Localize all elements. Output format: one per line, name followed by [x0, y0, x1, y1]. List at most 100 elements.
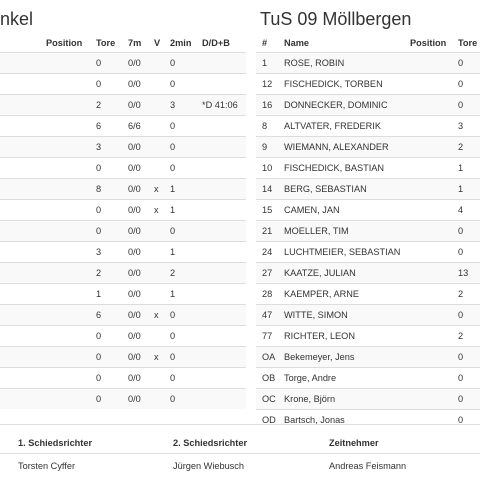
cell-goals: 0	[90, 367, 122, 389]
column-header-warning: V	[154, 38, 161, 48]
cell-goals: 0	[452, 388, 480, 410]
column-header-7m: 7m	[128, 38, 142, 48]
cell-sevenm: 0/0	[122, 388, 148, 409]
timekeeper-name: Andreas Feismann	[329, 461, 407, 471]
away-player-row: 47 WITTE, SIMON 0	[256, 304, 480, 326]
cell-name: CAMEN, JAN	[278, 199, 404, 221]
referee2-name: Jürgen Wiebusch	[173, 461, 244, 471]
away-player-row: 10 FISCHEDICK, BASTIAN 1	[256, 157, 480, 179]
cell-goals: 0	[452, 241, 480, 263]
cell-name: STIAN	[0, 220, 40, 242]
cell-goals: 0	[452, 346, 480, 368]
cell-twomin: 1	[164, 178, 196, 200]
cell-name: KOLA	[0, 136, 40, 158]
cell-name	[0, 325, 40, 347]
cell-twomin: 0	[164, 157, 196, 179]
cell-goals: 3	[90, 136, 122, 158]
cell-goals: 0	[90, 73, 122, 95]
cell-v	[148, 283, 164, 305]
cell-goals: 6	[90, 115, 122, 137]
cell-sevenm: 0/0	[122, 178, 148, 200]
away-player-row: 21 MOELLER, TIM 0	[256, 220, 480, 242]
cell-sevenm: 0/0	[122, 346, 148, 368]
cell-sevenm: 0/0	[122, 220, 148, 242]
cell-number: 9	[256, 136, 278, 158]
home-player-row: STIAN00/00	[0, 220, 246, 242]
cell-v	[148, 262, 164, 284]
cell-twomin: 1	[164, 241, 196, 263]
cell-position	[404, 199, 452, 221]
cell-dd	[196, 241, 246, 263]
cell-goals: 2	[90, 262, 122, 284]
cell-v: x	[148, 346, 164, 368]
cell-position	[404, 325, 452, 347]
cell-goals: 4	[452, 199, 480, 221]
cell-position	[40, 220, 90, 242]
home-player-row: EN 20/0 3*D 41:06	[0, 94, 246, 116]
cell-name	[0, 241, 40, 263]
table-header-row: # Name Position Tore	[256, 34, 480, 53]
cell-position	[40, 136, 90, 158]
cell-twomin: 0	[164, 136, 196, 158]
home-player-row: AMIN00/00	[0, 157, 246, 179]
home-player-row: KOLA 30/0 0	[0, 136, 246, 158]
cell-twomin: 3	[164, 94, 196, 116]
cell-name: RITZ	[0, 199, 40, 221]
cell-name: ROSE, ROBIN	[278, 52, 404, 74]
cell-sevenm: 0/0	[122, 199, 148, 221]
cell-dd	[196, 52, 246, 74]
cell-position	[40, 346, 90, 368]
cell-name	[0, 388, 40, 409]
cell-position	[40, 388, 90, 409]
cell-twomin: 1	[164, 283, 196, 305]
cell-position	[404, 73, 452, 95]
cell-sevenm: 0/0	[122, 304, 148, 326]
cell-position	[404, 241, 452, 263]
cell-twomin: 0	[164, 367, 196, 389]
cell-goals: 1	[452, 178, 480, 200]
cell-goals: 0	[452, 304, 480, 326]
cell-goals: 0	[452, 367, 480, 389]
cell-name: AMIN	[0, 157, 40, 179]
cell-sevenm: 0/0	[122, 262, 148, 284]
cell-sevenm: 0/0	[122, 283, 148, 305]
away-player-row: 14 BERG, SEBASTIAN 1	[256, 178, 480, 200]
cell-goals: 0	[90, 388, 122, 409]
cell-position	[404, 283, 452, 305]
cell-number: 1	[256, 52, 278, 74]
cell-twomin: 0	[164, 304, 196, 326]
cell-goals: 0	[90, 52, 122, 74]
cell-dd	[196, 283, 246, 305]
cell-position	[404, 388, 452, 410]
cell-position	[404, 157, 452, 179]
column-header-disqualification: D/D+B	[202, 38, 230, 48]
cell-position	[40, 157, 90, 179]
cell-dd	[196, 325, 246, 347]
away-player-row: OB Torge, Andre 0	[256, 367, 480, 389]
cell-position	[40, 367, 90, 389]
cell-goals: 3	[90, 241, 122, 263]
cell-name: NICO	[0, 262, 40, 284]
cell-position	[404, 304, 452, 326]
timekeeper-label: Zeitnehmer	[329, 438, 379, 448]
cell-goals: 0	[452, 94, 480, 116]
cell-position	[404, 220, 452, 242]
officials-section: 1. Schiedsrichter 2. Schiedsrichter Zeit…	[0, 424, 480, 480]
cell-dd	[196, 367, 246, 389]
cell-dd	[196, 304, 246, 326]
cell-dd: *D 41:06	[196, 94, 246, 116]
cell-goals: 0	[90, 220, 122, 242]
cell-dd	[196, 199, 246, 221]
away-player-row: 27 KAATZE, JULIAN 13	[256, 262, 480, 284]
column-header-goals: Tore	[96, 38, 116, 48]
home-team-table: Position Tore 7m V 2min D/D+B K00/00Y00/…	[0, 34, 246, 409]
cell-v: x	[148, 178, 164, 200]
cell-goals: 0	[452, 73, 480, 95]
cell-goals: 0	[90, 346, 122, 368]
cell-name: Torge, Andre	[278, 367, 404, 389]
home-player-row: 3 0/0 1	[0, 241, 246, 263]
cell-v	[148, 220, 164, 242]
cell-goals: 6	[90, 304, 122, 326]
cell-name: BERG, SEBASTIAN	[278, 178, 404, 200]
cell-v: x	[148, 199, 164, 221]
